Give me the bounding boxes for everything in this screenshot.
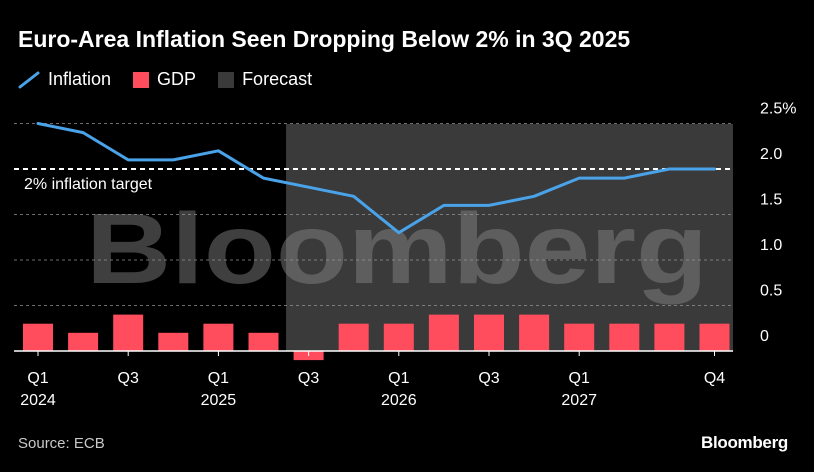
gdp-bar xyxy=(474,314,504,351)
legend-item-gdp: GDP xyxy=(133,69,196,90)
x-tick-year: 2026 xyxy=(381,392,417,409)
x-tick-label: Q3 xyxy=(298,370,319,387)
y-tick-label: 0.5 xyxy=(760,283,782,300)
bloomberg-logo: Bloomberg xyxy=(700,433,788,452)
x-tick-label: Q1 xyxy=(27,370,48,387)
forecast-shade xyxy=(286,124,733,351)
legend-item-forecast: Forecast xyxy=(218,69,312,90)
watermark-text: Bloomberg xyxy=(86,193,708,305)
x-tick-year: 2024 xyxy=(20,392,56,409)
gdp-bar xyxy=(383,323,414,351)
legend: Inflation GDP Forecast xyxy=(18,69,334,90)
gdp-bar xyxy=(158,332,189,351)
gdp-bar xyxy=(519,314,550,351)
y-tick-label: 2.0 xyxy=(760,146,782,163)
target-label: 2% inflation target xyxy=(24,176,153,193)
gdp-bar xyxy=(338,323,369,351)
source-note: Source: ECB xyxy=(18,435,105,452)
gdp-bar xyxy=(609,323,640,351)
legend-item-inflation: Inflation xyxy=(18,69,111,90)
gdp-bar xyxy=(113,314,144,351)
gdp-bar xyxy=(203,323,234,351)
legend-label-forecast: Forecast xyxy=(242,69,313,89)
line-swatch-icon xyxy=(18,71,40,88)
gdp-bar xyxy=(564,323,595,351)
legend-label-inflation: Inflation xyxy=(48,69,112,89)
y-tick-label: 1.5 xyxy=(760,192,782,209)
gdp-bar xyxy=(699,323,730,351)
chart-title: Euro-Area Inflation Seen Dropping Below … xyxy=(18,26,631,52)
x-tick-label: Q3 xyxy=(118,370,139,387)
bar-swatch-icon xyxy=(133,71,150,88)
gdp-bar xyxy=(68,332,99,351)
x-tick-year: 2025 xyxy=(201,392,237,409)
x-tick-label: Q3 xyxy=(478,370,499,387)
shade-swatch-icon xyxy=(218,71,235,88)
x-tick-label: Q1 xyxy=(208,370,229,387)
x-tick-label: Q1 xyxy=(388,370,409,387)
x-tick-label: Q4 xyxy=(704,370,725,387)
legend-label-gdp: GDP xyxy=(157,69,197,89)
x-tick-year: 2027 xyxy=(561,392,597,409)
gdp-bar xyxy=(428,314,459,351)
y-tick-label: 2.5% xyxy=(760,101,796,118)
gdp-bar xyxy=(248,332,279,351)
y-tick-label: 0 xyxy=(760,328,769,345)
gdp-bar xyxy=(23,323,53,351)
inflation-line xyxy=(36,122,716,235)
y-tick-label: 1.0 xyxy=(760,237,782,254)
gdp-bar xyxy=(654,323,685,351)
x-tick-label: Q1 xyxy=(569,370,590,387)
